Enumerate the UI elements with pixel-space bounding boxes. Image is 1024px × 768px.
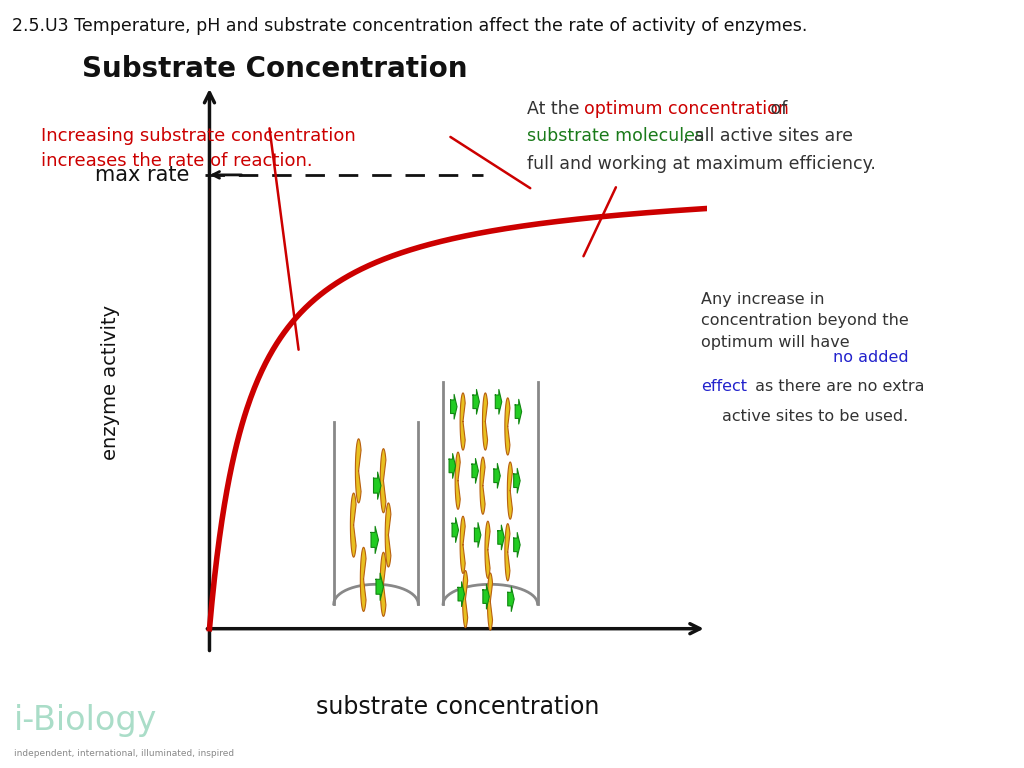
- Polygon shape: [505, 398, 510, 455]
- Polygon shape: [371, 526, 379, 554]
- Polygon shape: [483, 584, 489, 609]
- Text: Any increase in
concentration beyond the
optimum will have: Any increase in concentration beyond the…: [701, 292, 909, 350]
- Text: substrate molecules: substrate molecules: [527, 127, 705, 145]
- Text: optimum concentration: optimum concentration: [584, 100, 788, 118]
- Polygon shape: [380, 449, 386, 513]
- Polygon shape: [350, 493, 356, 557]
- Polygon shape: [355, 439, 361, 503]
- Text: 2.5.U3 Temperature, pH and substrate concentration affect the rate of activity o: 2.5.U3 Temperature, pH and substrate con…: [12, 17, 808, 35]
- Polygon shape: [472, 458, 478, 483]
- Polygon shape: [505, 524, 510, 581]
- Polygon shape: [452, 518, 459, 542]
- Polygon shape: [480, 457, 485, 515]
- Polygon shape: [385, 503, 391, 567]
- Polygon shape: [498, 525, 504, 550]
- Polygon shape: [496, 389, 502, 414]
- Polygon shape: [458, 582, 465, 607]
- Polygon shape: [450, 454, 456, 478]
- Polygon shape: [376, 573, 383, 601]
- Text: active sites to be used.: active sites to be used.: [722, 409, 908, 424]
- Text: Substrate Concentration: Substrate Concentration: [82, 55, 467, 83]
- Polygon shape: [508, 587, 514, 611]
- Polygon shape: [460, 516, 465, 574]
- Polygon shape: [463, 571, 468, 627]
- Text: as there are no extra: as there are no extra: [750, 379, 924, 395]
- Polygon shape: [374, 472, 381, 499]
- Text: substrate concentration: substrate concentration: [316, 695, 600, 720]
- Polygon shape: [485, 521, 490, 578]
- Polygon shape: [460, 393, 465, 450]
- Text: max rate: max rate: [95, 165, 189, 185]
- Polygon shape: [360, 548, 366, 611]
- Text: effect: effect: [701, 379, 748, 395]
- Polygon shape: [487, 573, 493, 631]
- Text: full and working at maximum efficiency.: full and working at maximum efficiency.: [527, 155, 877, 173]
- Text: no added: no added: [833, 350, 908, 366]
- Text: i-Biology: i-Biology: [13, 704, 157, 737]
- Polygon shape: [514, 532, 520, 557]
- Polygon shape: [494, 463, 501, 488]
- Polygon shape: [482, 393, 487, 450]
- Text: of: of: [765, 100, 787, 118]
- Text: enzyme activity: enzyme activity: [100, 304, 120, 459]
- Polygon shape: [455, 452, 460, 509]
- Text: independent, international, illuminated, inspired: independent, international, illuminated,…: [13, 749, 233, 758]
- Polygon shape: [514, 468, 520, 493]
- Text: At the: At the: [527, 100, 586, 118]
- Polygon shape: [515, 399, 521, 424]
- Polygon shape: [380, 552, 386, 617]
- Polygon shape: [473, 389, 479, 414]
- Text: Increasing substrate concentration
increases the rate of reaction.: Increasing substrate concentration incre…: [41, 127, 355, 170]
- Polygon shape: [474, 523, 481, 548]
- Text: , all active sites are: , all active sites are: [683, 127, 853, 145]
- Polygon shape: [451, 395, 457, 419]
- Polygon shape: [507, 462, 512, 519]
